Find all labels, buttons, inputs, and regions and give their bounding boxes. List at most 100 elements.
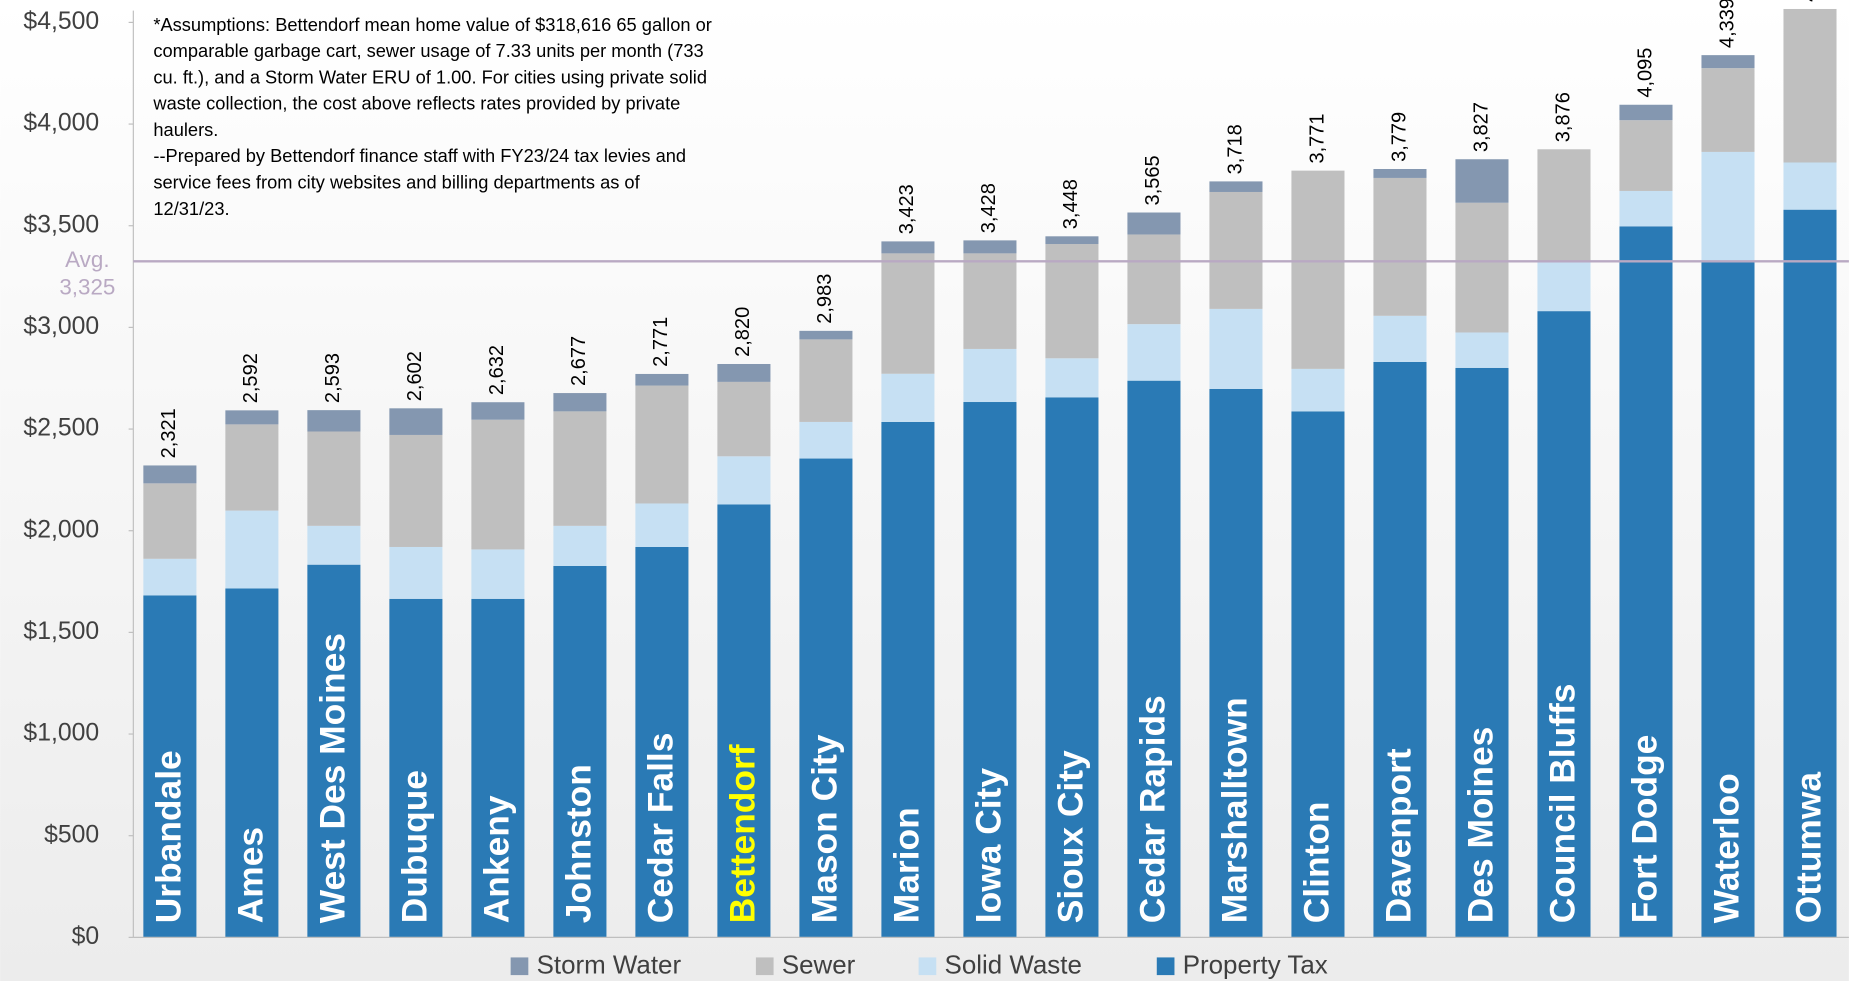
total-label: 4,339 <box>1716 0 1738 48</box>
category-label: Cedar Rapids <box>1133 695 1172 923</box>
total-label: 3,718 <box>1224 124 1246 174</box>
total-label: 2,592 <box>240 353 262 403</box>
category-label: Johnston <box>559 764 598 923</box>
bar-segment <box>881 253 935 374</box>
total-label: 3,565 <box>1142 155 1164 205</box>
bar-segment <box>389 546 443 599</box>
y-tick-label: $4,500 <box>23 8 99 35</box>
bar-segment <box>799 330 853 340</box>
total-label: 2,593 <box>322 353 344 403</box>
category-label: Urbandale <box>149 750 188 923</box>
bar-segment <box>881 241 935 254</box>
legend-label: Sewer <box>782 952 856 980</box>
total-label: 2,771 <box>650 317 672 367</box>
y-tick-label: $500 <box>44 821 99 848</box>
bar-segment <box>1619 120 1673 191</box>
total-label: 2,820 <box>732 307 754 357</box>
note-line: service fees from city websites and bill… <box>153 172 640 193</box>
bar-segment <box>1127 380 1181 938</box>
bar-segment <box>799 421 853 459</box>
bar-segment <box>963 402 1017 938</box>
category-label: Mason City <box>805 734 844 923</box>
bar-segment <box>1209 389 1263 938</box>
bar-segment <box>471 402 525 420</box>
category-label: Council Bluffs <box>1544 684 1583 924</box>
bar-segment <box>553 525 607 566</box>
bar-segment <box>1701 151 1755 261</box>
bar-segment <box>1373 315 1427 362</box>
bar-segment <box>471 419 525 550</box>
y-tick-label: $4,000 <box>23 110 99 137</box>
category-label: Clinton <box>1297 801 1336 923</box>
bar-segment <box>963 348 1017 403</box>
y-tick-label: $3,500 <box>23 211 99 238</box>
y-tick-label: $1,500 <box>23 618 99 645</box>
bar-segment <box>1373 361 1427 938</box>
bar-segment <box>389 598 443 938</box>
bar-segment <box>1209 308 1263 390</box>
y-tick-label: $1,000 <box>23 720 99 747</box>
total-label: 2,983 <box>814 274 836 324</box>
note-line: comparable garbage cart, sewer usage of … <box>153 40 703 61</box>
bar-segment <box>635 373 689 386</box>
bar-segment <box>225 510 279 589</box>
legend-swatch <box>755 957 774 976</box>
category-label: Iowa City <box>969 768 1008 924</box>
bar-segment <box>1127 212 1181 235</box>
category-label: Cedar Falls <box>641 733 680 924</box>
bar-segment <box>307 431 361 526</box>
bar-segment <box>717 363 771 382</box>
bar-segment <box>307 410 361 432</box>
bar-segment <box>143 483 197 559</box>
legend-label: Storm Water <box>537 952 682 980</box>
bar-segment <box>1127 324 1181 381</box>
average-label: Avg. <box>65 247 109 272</box>
bar-segment <box>1619 226 1673 938</box>
bar-segment <box>1455 202 1509 333</box>
note-line: --Prepared by Bettendorf finance staff w… <box>153 145 686 166</box>
bar-segment <box>717 504 771 938</box>
y-tick-label: $3,000 <box>23 313 99 340</box>
bar-segment <box>717 381 771 457</box>
bar-segment <box>635 503 689 547</box>
note-line: *Assumptions: Bettendorf mean home value… <box>153 14 711 35</box>
bar-segment <box>225 588 279 938</box>
y-tick-label: $2,500 <box>23 415 99 442</box>
total-label: 3,779 <box>1388 112 1410 162</box>
bar-segment <box>1045 397 1099 938</box>
bar-segment <box>1045 358 1099 398</box>
total-label: 2,632 <box>486 345 508 395</box>
bar-segment <box>1455 159 1509 203</box>
bar-segment <box>553 565 607 938</box>
average-value-label: 3,325 <box>59 274 115 299</box>
bar-segment <box>881 421 935 938</box>
bar-segment <box>1291 170 1345 369</box>
total-label: 3,428 <box>978 183 1000 233</box>
bar-segment <box>1373 169 1427 178</box>
bar-segment <box>1701 55 1755 69</box>
note-line: 12/31/23. <box>153 198 229 219</box>
category-label: Waterloo <box>1708 773 1747 923</box>
bar-segment <box>1783 8 1837 163</box>
bar-segment <box>1291 411 1345 938</box>
bar-segment <box>225 424 279 511</box>
bar-segment <box>1783 162 1837 210</box>
bar-segment <box>1537 311 1591 938</box>
note-line: cu. ft.), and a Storm Water ERU of 1.00.… <box>153 66 707 87</box>
legend-swatch <box>1156 957 1175 976</box>
total-label: 4,566 <box>1798 0 1820 2</box>
legend-label: Property Tax <box>1183 952 1328 980</box>
total-label: 2,321 <box>158 408 180 458</box>
y-tick-label: $2,000 <box>23 516 99 543</box>
category-label: Marshalltown <box>1215 697 1254 923</box>
bar-segment <box>143 595 197 938</box>
bar-segment <box>1373 177 1427 316</box>
bar-segment <box>1127 234 1181 325</box>
legend-label: Solid Waste <box>945 952 1082 980</box>
bar-segment <box>1455 332 1509 368</box>
bar-segment <box>471 549 525 599</box>
bar-segment <box>1701 260 1755 938</box>
bar-segment <box>307 525 361 565</box>
note-line: waste collection, the cost above reflect… <box>152 93 680 114</box>
